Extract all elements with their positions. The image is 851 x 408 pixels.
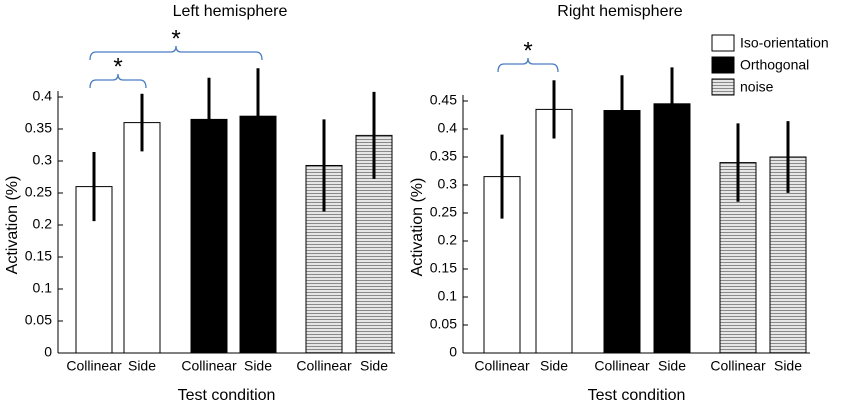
bar [535, 108, 573, 354]
y-tick-label: 0.35 [430, 148, 457, 164]
significance-bracket [89, 45, 263, 61]
y-tick-label: 0.1 [33, 280, 53, 296]
significance-marker: * [113, 53, 122, 80]
x-axis-label: Test condition [588, 387, 686, 404]
x-tick-label: Collinear [296, 358, 352, 374]
legend-label: noise [740, 79, 774, 95]
x-tick-label: Side [128, 358, 156, 374]
x-tick-label: Side [774, 358, 802, 374]
y-tick-label: 0.15 [25, 248, 52, 264]
x-tick-label: Side [360, 358, 388, 374]
x-tick-label: Collinear [66, 358, 122, 374]
bar [123, 122, 161, 354]
x-tick-label: Collinear [181, 358, 237, 374]
y-tick-label: 0.2 [33, 216, 53, 232]
x-tick-label: Side [244, 358, 272, 374]
x-tick-label: Side [658, 358, 686, 374]
y-tick-label: 0.05 [25, 312, 52, 328]
legend-label: Iso-orientation [740, 35, 829, 51]
chart-title: Right hemisphere [557, 3, 683, 20]
legend-label: Orthogonal [740, 57, 809, 73]
y-tick-label: 0.3 [33, 152, 53, 168]
y-tick-label: 0 [44, 344, 52, 360]
y-tick-label: 0.05 [430, 316, 457, 332]
x-tick-label: Collinear [594, 358, 650, 374]
y-tick-label: 0.45 [430, 92, 457, 108]
y-tick-label: 0.2 [438, 232, 458, 248]
y-tick-label: 0.15 [430, 260, 457, 276]
y-tick-label: 0.1 [438, 288, 458, 304]
significance-marker: * [523, 37, 532, 64]
y-tick-label: 0.4 [33, 88, 53, 104]
legend-swatch [711, 34, 735, 52]
bar [603, 110, 641, 354]
significance-marker: * [171, 25, 180, 52]
legend-swatch [711, 78, 735, 96]
y-axis-label: Activation (%) [4, 176, 21, 275]
y-tick-label: 0.3 [438, 176, 458, 192]
significance-bracket [497, 57, 559, 73]
y-axis-label: Activation (%) [409, 178, 426, 277]
bar [653, 103, 691, 354]
x-tick-label: Collinear [710, 358, 766, 374]
y-tick-label: 0.4 [438, 120, 458, 136]
chart-title: Left hemisphere [173, 3, 288, 20]
y-tick-label: 0.25 [25, 184, 52, 200]
significance-bracket [89, 73, 147, 89]
legend-swatch [711, 56, 735, 74]
x-tick-label: Collinear [474, 358, 530, 374]
y-tick-label: 0 [449, 344, 457, 360]
bar [190, 118, 228, 354]
x-tick-label: Side [540, 358, 568, 374]
y-tick-label: 0.25 [430, 204, 457, 220]
x-axis-label: Test condition [178, 387, 276, 404]
y-tick-label: 0.35 [25, 120, 52, 136]
